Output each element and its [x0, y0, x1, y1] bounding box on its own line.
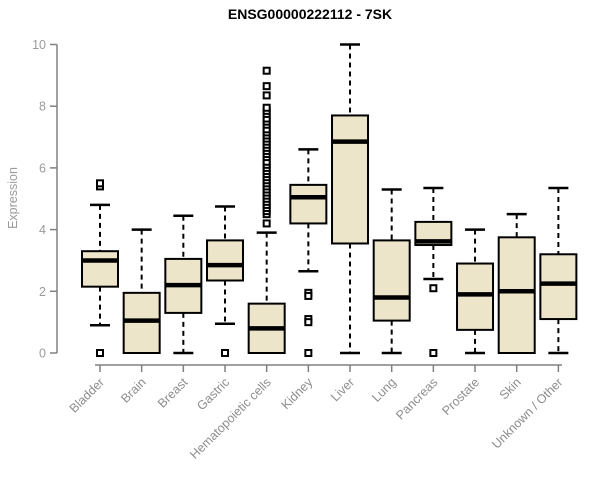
outlier-hematopoietic-cells: [262, 82, 271, 91]
outlier-bladder: [96, 179, 104, 188]
outlier-hematopoietic-cells: [262, 219, 271, 228]
x-tick-label-kidney: Kidney: [279, 375, 316, 412]
box-liver: [331, 114, 370, 245]
y-tick-label: 8: [39, 100, 46, 114]
outlier-hematopoietic-cells: [262, 91, 271, 100]
x-tick-label-unknown-other: Unknown / Other: [489, 375, 565, 451]
box-unknown-other: [539, 253, 578, 321]
outlier-pancreas: [429, 349, 438, 357]
x-tick-label-skin: Skin: [497, 375, 524, 402]
x-tick-label-lung: Lung: [369, 375, 399, 405]
x-tick-label-prostate: Prostate: [439, 375, 482, 418]
outlier-hematopoietic-cells: [262, 66, 271, 75]
x-tick-label-bladder: Bladder: [67, 375, 107, 415]
x-tick-label-hematopoietic-cells: Hematopoietic cells: [187, 375, 274, 462]
box-bladder: [81, 250, 119, 288]
box-brain: [122, 291, 161, 354]
x-tick-label-gastric: Gastric: [194, 375, 232, 413]
outlier-kidney: [304, 318, 313, 327]
outlier-pancreas: [429, 284, 438, 293]
outlier-kidney: [304, 291, 313, 300]
box-lung: [372, 239, 411, 322]
outlier-kidney: [304, 349, 313, 357]
box-prostate: [456, 262, 495, 331]
x-tick-label-pancreas: Pancreas: [393, 375, 440, 422]
x-tick-label-breast: Breast: [155, 375, 191, 411]
outlier-bladder: [96, 349, 104, 357]
x-tick-label-brain: Brain: [118, 375, 149, 406]
y-tick-label: 4: [39, 223, 46, 237]
y-tick-label: 2: [39, 285, 46, 299]
y-tick-label: 0: [39, 347, 46, 361]
chart-title: ENSG00000222112 - 7SK: [227, 6, 393, 22]
y-tick-label: 6: [39, 161, 46, 175]
box-kidney: [289, 183, 328, 225]
box-gastric: [206, 239, 245, 282]
outlier-gastric: [221, 349, 230, 357]
box-skin: [497, 236, 536, 354]
y-tick-label: 10: [32, 38, 46, 52]
x-tick-label-liver: Liver: [328, 375, 357, 404]
outlier-hematopoietic-cells: [262, 103, 271, 112]
